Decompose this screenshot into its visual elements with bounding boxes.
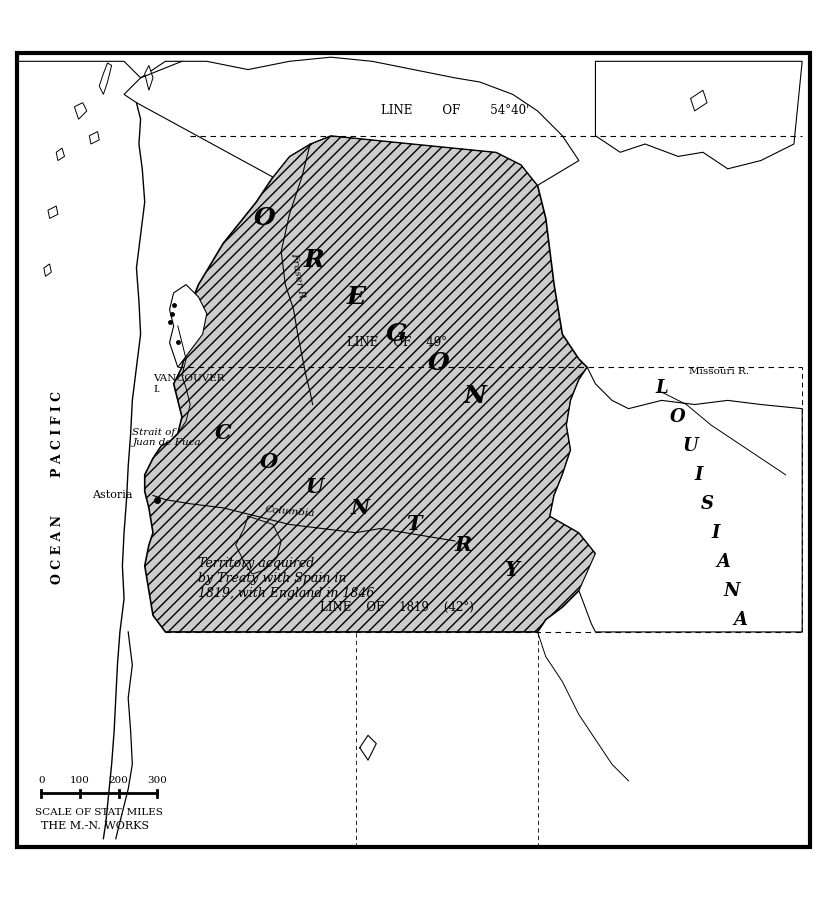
Text: 200: 200 [108,776,128,785]
Polygon shape [145,66,153,90]
Polygon shape [550,367,802,632]
Text: Territory acquired
by Treaty with Spain in
1819, with England in 1846: Territory acquired by Treaty with Spain … [198,557,375,599]
Text: THE M.-N. WORKS: THE M.-N. WORKS [41,822,150,832]
Text: LINE        OF        54°40': LINE OF 54°40' [380,104,529,117]
Text: 300: 300 [147,776,167,785]
Polygon shape [99,63,112,94]
Polygon shape [170,284,207,367]
Text: O: O [428,351,449,375]
Text: N: N [350,498,370,518]
Text: U: U [305,477,323,497]
Text: I: I [711,524,719,542]
Text: R: R [304,248,325,272]
Polygon shape [74,103,87,119]
Text: VANCOUVER
I.: VANCOUVER I. [153,374,224,393]
Text: E: E [347,285,365,309]
Text: Missouri R.: Missouri R. [690,367,749,376]
Text: Y: Y [505,560,520,580]
Text: 0: 0 [38,776,45,785]
Text: R: R [454,536,472,555]
Text: Astoria: Astoria [92,491,132,500]
Text: A: A [717,553,730,571]
Polygon shape [44,264,51,276]
Polygon shape [691,90,707,111]
Text: G: G [386,322,408,346]
Text: N: N [724,581,740,599]
Text: O C E A N: O C E A N [51,515,65,584]
Polygon shape [56,148,65,160]
Text: Fraser R.: Fraser R. [289,251,307,302]
Text: N: N [464,384,487,409]
Text: O: O [260,453,278,472]
Text: L: L [655,379,668,397]
Text: LINE    OF    49°: LINE OF 49° [347,336,447,349]
Text: O: O [254,206,275,230]
Text: O: O [671,408,686,426]
Text: Strait of
Juan de Fuca: Strait of Juan de Fuca [132,428,201,447]
Polygon shape [89,131,99,144]
Text: 100: 100 [70,776,90,785]
Text: T: T [406,515,421,535]
Text: SCALE OF STAT. MILES: SCALE OF STAT. MILES [36,808,163,817]
Text: A: A [734,610,747,628]
Text: Columbia: Columbia [264,506,315,518]
Text: I: I [695,466,703,484]
Text: LINE    OF    1819    (42°): LINE OF 1819 (42°) [320,600,474,614]
Polygon shape [145,136,595,632]
Polygon shape [17,632,802,847]
Polygon shape [595,61,802,169]
Text: U: U [682,436,699,454]
Text: C: C [215,424,232,444]
Text: S: S [700,495,714,513]
Polygon shape [124,58,579,185]
Polygon shape [48,206,58,219]
Text: P A C I F I C: P A C I F I C [51,391,65,476]
